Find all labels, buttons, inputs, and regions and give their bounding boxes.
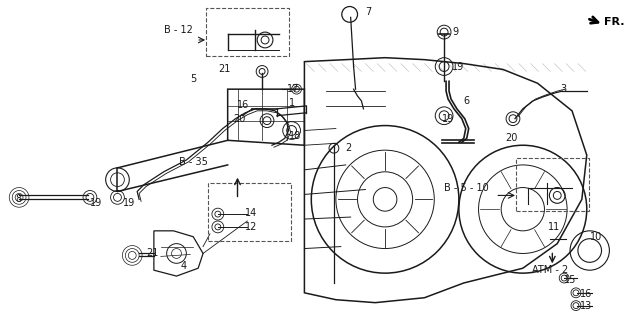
Text: 10: 10 — [590, 232, 602, 242]
Text: 13: 13 — [580, 300, 592, 311]
Text: 18: 18 — [289, 132, 301, 141]
Text: B - 5 - 10: B - 5 - 10 — [443, 182, 489, 193]
Text: ATM - 2: ATM - 2 — [533, 265, 568, 275]
Text: 21: 21 — [219, 65, 230, 75]
Text: 2: 2 — [346, 143, 352, 153]
Text: 11: 11 — [548, 222, 560, 232]
Text: 12: 12 — [246, 222, 257, 232]
Text: 14: 14 — [246, 208, 257, 218]
Text: 8: 8 — [15, 194, 21, 204]
Text: 9: 9 — [452, 27, 458, 37]
Text: B - 12: B - 12 — [165, 25, 193, 35]
Text: 20: 20 — [233, 114, 246, 124]
Text: 5: 5 — [190, 74, 197, 84]
Text: 21: 21 — [147, 248, 159, 259]
Text: FR.: FR. — [605, 17, 625, 27]
Text: 1: 1 — [289, 98, 295, 108]
Text: 17: 17 — [287, 84, 299, 94]
Text: 19: 19 — [442, 114, 455, 124]
Text: 3: 3 — [560, 84, 566, 94]
Text: 19: 19 — [452, 61, 464, 72]
Text: 20: 20 — [505, 133, 517, 143]
Text: 16: 16 — [237, 100, 249, 110]
Text: 19: 19 — [90, 198, 102, 208]
Text: 15: 15 — [564, 275, 577, 285]
Text: B - 35: B - 35 — [179, 157, 208, 167]
Text: 19: 19 — [123, 198, 136, 208]
Text: 7: 7 — [365, 7, 372, 17]
Text: 4: 4 — [180, 261, 187, 271]
Text: 16: 16 — [580, 289, 592, 299]
Text: 6: 6 — [464, 96, 470, 106]
